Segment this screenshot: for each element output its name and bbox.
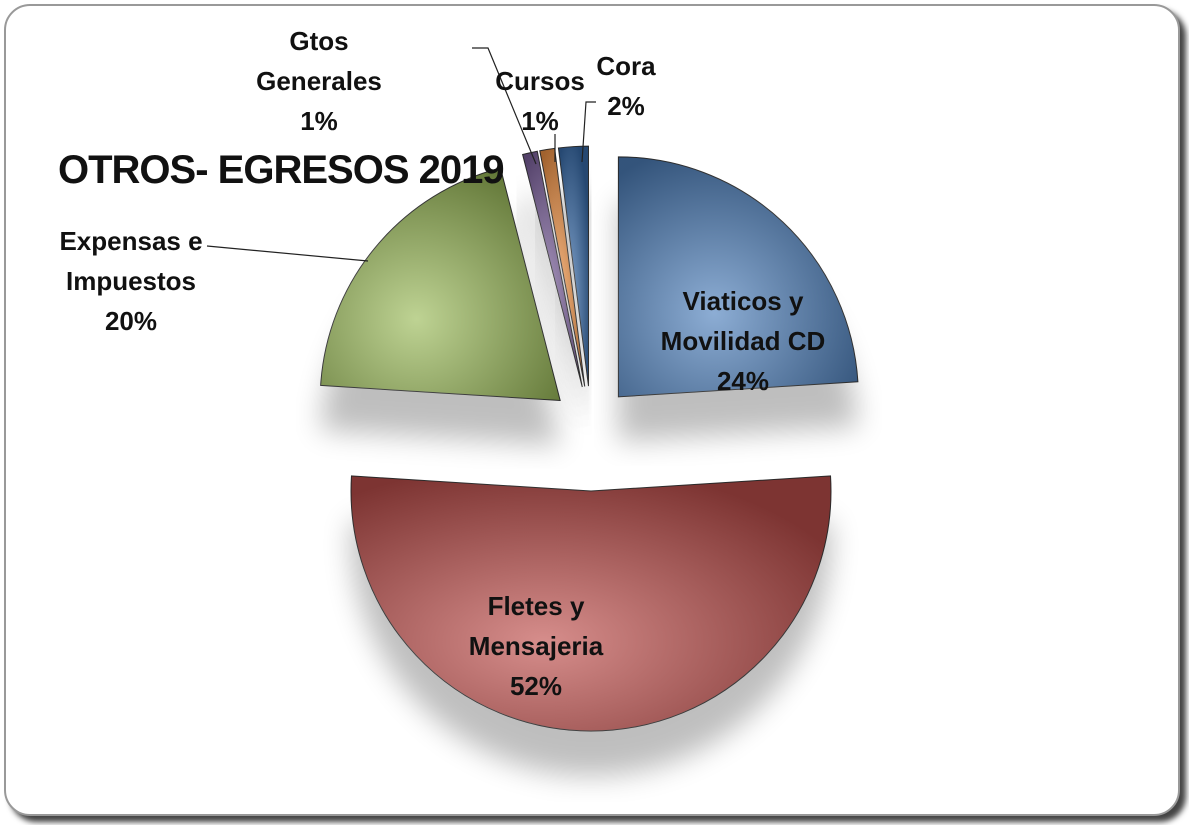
category-label: Fletes y Mensajeria [468,591,604,661]
value-label: 2% [607,91,645,121]
data-label: Expensas e Impuestos 20% [41,221,221,341]
value-label: 52% [509,671,563,701]
data-label: Viaticos y Movilidad CD 24% [628,281,858,401]
leader-line [472,47,537,165]
category-label: Gtos Generales [256,26,382,96]
category-label: Cora [596,51,656,81]
leader-line [206,245,369,262]
data-label: Gtos Generales 1% [239,21,399,141]
category-label: Cursos [495,66,585,96]
chart-title: OTROS- EGRESOS 2019 [58,148,505,192]
category-label: Expensas e Impuestos [59,226,203,296]
data-label: Cora 2% [586,46,666,126]
value-label: 24% [716,366,770,396]
category-label: Viaticos y Movilidad CD [660,286,826,356]
value-label: 1% [521,106,559,136]
value-label: 1% [300,106,338,136]
data-label: Cursos 1% [485,61,595,141]
leader-line [581,101,596,163]
value-label: 20% [104,306,158,336]
chart-frame: OTROS- EGRESOS 2019 Viaticos y Movilidad… [4,4,1180,816]
data-label: Fletes y Mensajeria 52% [436,586,636,706]
